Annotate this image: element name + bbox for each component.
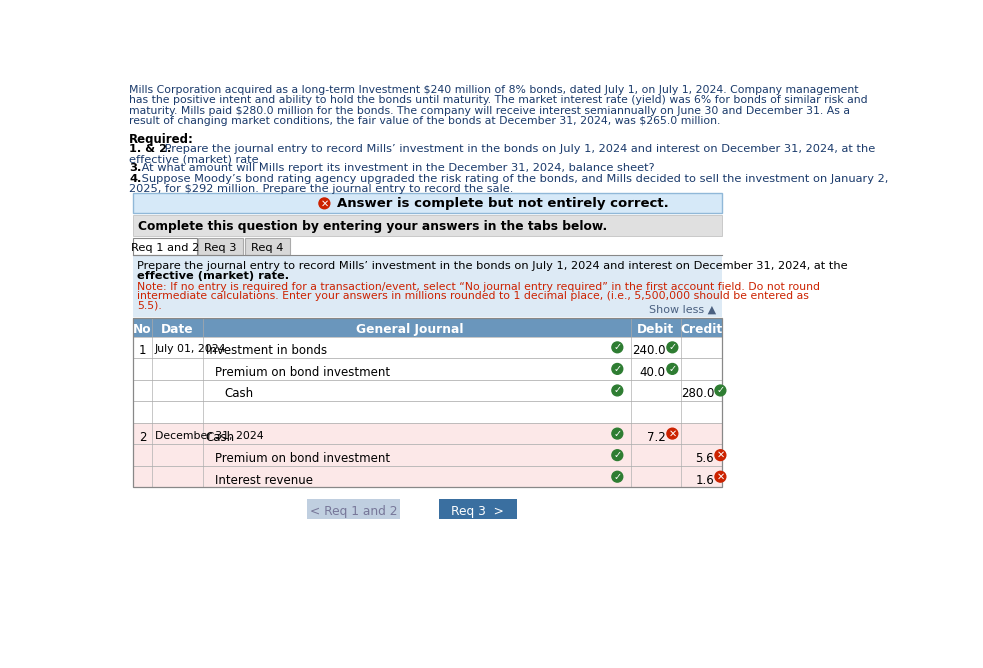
Text: maturity. Mills paid $280.0 million for the bonds. The company will receive inte: maturity. Mills paid $280.0 million for … bbox=[129, 106, 850, 116]
Text: < Req 1 and 2: < Req 1 and 2 bbox=[310, 505, 397, 518]
Text: 1. & 2.: 1. & 2. bbox=[129, 144, 171, 154]
Text: Show less ▲: Show less ▲ bbox=[649, 305, 716, 315]
Circle shape bbox=[666, 428, 677, 439]
FancyBboxPatch shape bbox=[133, 379, 722, 401]
Text: Suppose Moody’s bond rating agency upgraded the risk rating of the bonds, and Mi: Suppose Moody’s bond rating agency upgra… bbox=[138, 174, 888, 184]
Text: effective (market) rate.: effective (market) rate. bbox=[137, 271, 289, 281]
FancyBboxPatch shape bbox=[133, 215, 722, 236]
FancyBboxPatch shape bbox=[439, 499, 517, 519]
Text: Answer is complete but not entirely correct.: Answer is complete but not entirely corr… bbox=[337, 197, 668, 210]
Circle shape bbox=[611, 428, 623, 439]
Text: Prepare the journal entry to record Mills’ investment in the bonds on July 1, 20: Prepare the journal entry to record Mill… bbox=[137, 261, 847, 271]
Text: ✓: ✓ bbox=[668, 342, 676, 352]
Text: 1.6: 1.6 bbox=[695, 474, 715, 486]
Text: 2: 2 bbox=[139, 430, 146, 444]
FancyBboxPatch shape bbox=[133, 401, 722, 423]
Text: 5.5).: 5.5). bbox=[137, 301, 161, 311]
Text: Mills Corporation acquired as a long-term Investment $240 million of 8% bonds, d: Mills Corporation acquired as a long-ter… bbox=[129, 85, 858, 95]
Text: Req 1 and 2: Req 1 and 2 bbox=[131, 242, 199, 253]
Text: December 31, 2024: December 31, 2024 bbox=[154, 430, 263, 440]
Text: Cash: Cash bbox=[205, 430, 235, 444]
Text: Complete this question by entering your answers in the tabs below.: Complete this question by entering your … bbox=[139, 220, 607, 233]
Text: effective (market) rate.: effective (market) rate. bbox=[129, 154, 262, 164]
Text: 3.: 3. bbox=[129, 163, 142, 173]
Text: ✕: ✕ bbox=[668, 429, 676, 439]
Text: Req 3  >: Req 3 > bbox=[451, 505, 504, 518]
Text: Note: If no entry is required for a transaction/event, select “No journal entry : Note: If no entry is required for a tran… bbox=[137, 282, 820, 292]
Text: July 01, 2024: July 01, 2024 bbox=[154, 344, 226, 354]
Text: 1: 1 bbox=[139, 344, 146, 357]
Text: ✕: ✕ bbox=[320, 198, 328, 208]
FancyBboxPatch shape bbox=[133, 444, 722, 466]
Text: 280.0: 280.0 bbox=[681, 387, 715, 400]
Text: ✓: ✓ bbox=[668, 364, 676, 374]
Circle shape bbox=[611, 342, 623, 353]
Text: Required:: Required: bbox=[129, 132, 194, 146]
Text: Cash: Cash bbox=[224, 387, 254, 400]
Text: ✕: ✕ bbox=[717, 472, 724, 482]
Text: Premium on bond investment: Premium on bond investment bbox=[215, 366, 390, 379]
Text: ✓: ✓ bbox=[613, 342, 621, 352]
Text: Premium on bond investment: Premium on bond investment bbox=[215, 452, 390, 465]
Text: 40.0: 40.0 bbox=[639, 366, 665, 379]
Text: 2025, for $292 million. Prepare the journal entry to record the sale.: 2025, for $292 million. Prepare the jour… bbox=[129, 184, 513, 194]
Text: ✓: ✓ bbox=[613, 450, 621, 460]
Text: General Journal: General Journal bbox=[356, 323, 464, 337]
Text: Investment in bonds: Investment in bonds bbox=[205, 344, 327, 357]
Text: Date: Date bbox=[161, 323, 194, 337]
Circle shape bbox=[611, 450, 623, 460]
Text: ✓: ✓ bbox=[613, 429, 621, 439]
Text: has the positive intent and ability to hold the bonds until maturity. The market: has the positive intent and ability to h… bbox=[129, 95, 868, 105]
FancyBboxPatch shape bbox=[198, 238, 243, 255]
FancyBboxPatch shape bbox=[133, 193, 722, 213]
Circle shape bbox=[715, 385, 725, 396]
Ellipse shape bbox=[318, 198, 330, 208]
Circle shape bbox=[611, 363, 623, 374]
Circle shape bbox=[666, 342, 677, 353]
FancyBboxPatch shape bbox=[133, 238, 197, 255]
Text: 240.0: 240.0 bbox=[632, 344, 665, 357]
Circle shape bbox=[611, 385, 623, 396]
FancyBboxPatch shape bbox=[133, 423, 722, 444]
Text: ✓: ✓ bbox=[613, 385, 621, 395]
FancyBboxPatch shape bbox=[245, 238, 290, 255]
Text: ✓: ✓ bbox=[613, 364, 621, 374]
Text: At what amount will Mills report its investment in the December 31, 2024, balanc: At what amount will Mills report its inv… bbox=[138, 163, 655, 173]
Text: Req 3: Req 3 bbox=[204, 242, 237, 253]
FancyBboxPatch shape bbox=[133, 255, 722, 317]
Text: Debit: Debit bbox=[637, 323, 674, 337]
Text: 4.: 4. bbox=[129, 174, 142, 184]
FancyBboxPatch shape bbox=[133, 318, 722, 337]
FancyBboxPatch shape bbox=[133, 358, 722, 379]
Text: Prepare the journal entry to record Mills’ investment in the bonds on July 1, 20: Prepare the journal entry to record Mill… bbox=[161, 144, 875, 154]
Circle shape bbox=[715, 472, 725, 482]
FancyBboxPatch shape bbox=[133, 337, 722, 358]
Text: No: No bbox=[134, 323, 152, 337]
Text: ✕: ✕ bbox=[717, 450, 724, 460]
Circle shape bbox=[715, 450, 725, 460]
Text: Interest revenue: Interest revenue bbox=[215, 474, 314, 486]
Text: Credit: Credit bbox=[680, 323, 723, 337]
Text: Req 4: Req 4 bbox=[251, 242, 283, 253]
Text: intermediate calculations. Enter your answers in millions rounded to 1 decimal p: intermediate calculations. Enter your an… bbox=[137, 291, 809, 301]
FancyBboxPatch shape bbox=[133, 466, 722, 488]
Circle shape bbox=[666, 363, 677, 374]
FancyBboxPatch shape bbox=[308, 499, 400, 519]
Text: result of changing market conditions, the fair value of the bonds at December 31: result of changing market conditions, th… bbox=[129, 116, 721, 126]
Text: 5.6: 5.6 bbox=[696, 452, 715, 465]
Text: 7.2: 7.2 bbox=[647, 430, 665, 444]
Circle shape bbox=[611, 472, 623, 482]
Text: ✓: ✓ bbox=[717, 385, 724, 395]
Text: ✓: ✓ bbox=[613, 472, 621, 482]
